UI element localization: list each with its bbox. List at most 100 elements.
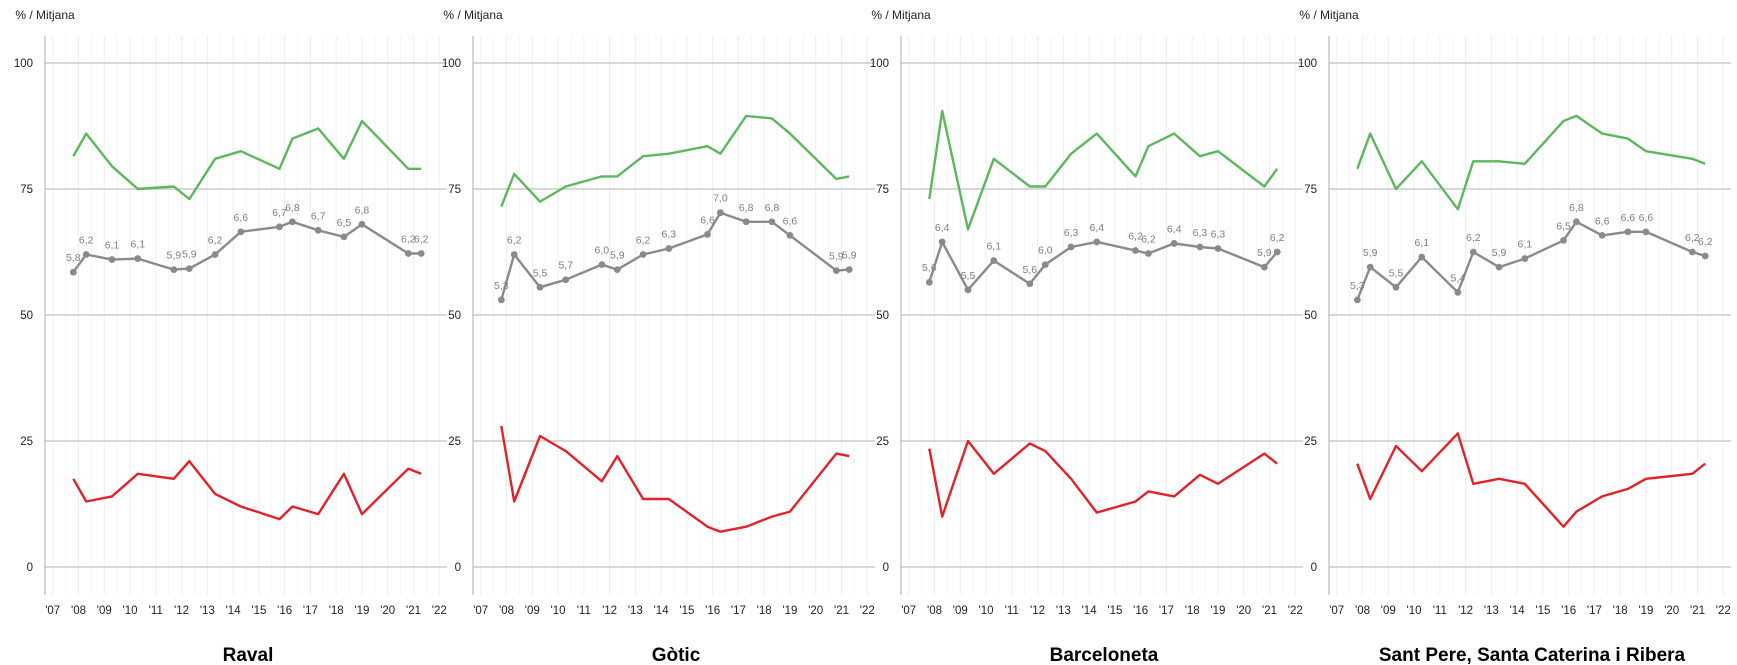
x-tick-label: '21 <box>1262 605 1277 617</box>
data-point <box>964 286 972 294</box>
data-label: 6,2 <box>1270 232 1285 244</box>
data-label: 5,4 <box>1451 272 1466 284</box>
y-tick-label: 50 <box>448 310 461 322</box>
x-tick-label: '18 <box>757 605 772 617</box>
x-tick-label: '13 <box>200 605 215 617</box>
data-point <box>276 223 283 231</box>
data-label: 5,5 <box>533 267 548 279</box>
series-line <box>928 109 1279 231</box>
x-tick-label: '22 <box>1716 605 1731 617</box>
data-point <box>1598 231 1606 239</box>
data-label: 6,6 <box>700 214 715 226</box>
data-point <box>417 250 425 257</box>
data-point <box>832 267 840 275</box>
x-tick-label: '22 <box>1288 605 1303 617</box>
x-tick-label: '10 <box>1407 605 1422 617</box>
x-tick-label: '12 <box>1458 605 1473 617</box>
y-tick-label: 50 <box>20 310 33 322</box>
data-label: 6,8 <box>765 202 780 214</box>
data-label: 5,9 <box>167 250 182 262</box>
x-tick-label: '15 <box>251 605 266 617</box>
y-tick-label: 100 <box>1298 58 1317 70</box>
data-label: 5,9 <box>182 249 197 261</box>
data-point <box>1144 250 1152 257</box>
y-tick-label: 0 <box>27 562 33 574</box>
data-point <box>562 276 570 284</box>
chart-panel: 0 25 50 75 100 % / Mitjana '07 '08 '09 '10 '11 '12 '… <box>1298 8 1731 665</box>
series-line <box>72 119 422 201</box>
chart-title: Barceloneta <box>1050 645 1159 665</box>
x-tick-label: '16 <box>1133 605 1148 617</box>
y-axis-label: % / Mitjana <box>15 8 75 22</box>
x-tick-label: '21 <box>406 605 421 617</box>
x-tick-label: '13 <box>1056 605 1071 617</box>
x-tick-label: '21 <box>1690 605 1705 617</box>
data-point <box>108 256 116 263</box>
data-point <box>497 296 505 304</box>
x-tick-label: '15 <box>679 605 694 617</box>
data-label: 6,7 <box>311 210 326 222</box>
x-tick-label: '08 <box>1355 605 1370 617</box>
data-point <box>925 278 933 286</box>
data-label: 6,4 <box>935 222 950 234</box>
series-line <box>928 439 1278 518</box>
x-tick-label: '20 <box>1236 605 1251 617</box>
data-point <box>1560 237 1567 244</box>
data-point <box>314 226 322 234</box>
x-tick-label: '19 <box>1638 605 1653 617</box>
data-label: 6,6 <box>1639 212 1654 224</box>
x-tick-label: '20 <box>1664 605 1679 617</box>
x-tick-label: '14 <box>1082 605 1098 617</box>
data-point <box>1418 253 1426 261</box>
data-label: 5,3 <box>1350 280 1365 292</box>
x-tick-label: '22 <box>432 605 447 617</box>
x-tick-label: '11 <box>1433 605 1447 617</box>
x-tick-label: '16 <box>1561 605 1576 617</box>
data-point <box>1521 255 1529 262</box>
x-tick-label: '09 <box>525 605 540 617</box>
y-tick-label: 50 <box>876 310 889 322</box>
x-tick-label: '11 <box>149 605 163 617</box>
chart-title: Gòtic <box>652 645 701 665</box>
data-label: 5,6 <box>1023 264 1038 276</box>
x-tick-label: '19 <box>1210 605 1225 617</box>
data-point <box>510 251 518 258</box>
data-label: 6,2 <box>401 234 416 246</box>
y-tick-label: 0 <box>455 562 461 574</box>
series-line <box>500 114 850 208</box>
series-line <box>1356 114 1706 211</box>
x-tick-label: '18 <box>1185 605 1200 617</box>
y-tick-label: 75 <box>1304 184 1317 196</box>
data-point <box>1454 288 1462 296</box>
data-label: 7,0 <box>713 193 728 205</box>
chart-panel: 0 25 50 75 100 % / Mitjana '07 '08 '09 '10 '11 '12 '… <box>442 8 875 665</box>
data-point <box>211 251 219 258</box>
data-label: 5,7 <box>558 260 573 272</box>
x-tick-label: '12 <box>602 605 617 617</box>
data-point <box>768 218 776 226</box>
x-tick-label: '07 <box>1329 605 1344 617</box>
x-tick-label: '12 <box>174 605 189 617</box>
x-tick-label: '17 <box>731 605 746 617</box>
data-label: 6,0 <box>595 245 610 257</box>
x-tick-label: '08 <box>71 605 86 617</box>
x-tick-label: '22 <box>860 605 875 617</box>
data-point <box>845 266 853 274</box>
data-label: 5,9 <box>829 251 844 263</box>
data-label: 5,6 <box>922 262 937 274</box>
data-label: 5,5 <box>1389 267 1404 279</box>
x-tick-label: '15 <box>1107 605 1122 617</box>
y-tick-label: 25 <box>876 436 889 448</box>
x-tick-label: '09 <box>953 605 968 617</box>
data-label: 5,9 <box>842 250 857 262</box>
x-tick-label: '17 <box>1159 605 1174 617</box>
y-tick-label: 100 <box>442 58 461 70</box>
y-tick-label: 25 <box>1304 436 1317 448</box>
data-point <box>404 250 412 257</box>
x-tick-label: '13 <box>1484 605 1499 617</box>
series-line <box>1356 432 1706 528</box>
data-point <box>990 257 998 264</box>
data-label: 6,1 <box>986 241 1001 253</box>
data-label: 6,1 <box>1518 239 1533 251</box>
